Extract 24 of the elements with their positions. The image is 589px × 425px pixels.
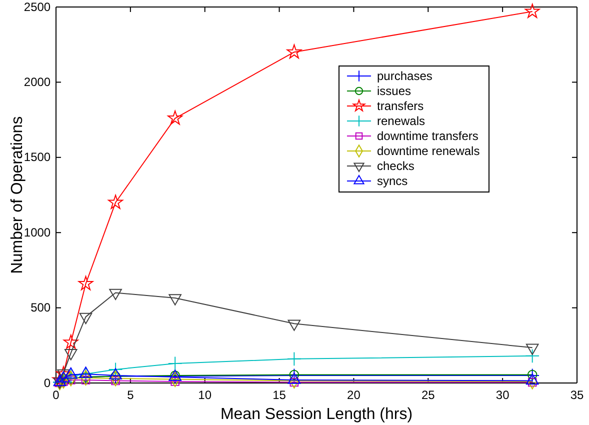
legend-label: transfers bbox=[377, 99, 424, 113]
legend-label: checks bbox=[377, 159, 414, 173]
legend-label: purchases bbox=[377, 69, 432, 83]
legend-label: issues bbox=[377, 84, 412, 98]
x-axis-title: Mean Session Length (hrs) bbox=[220, 406, 413, 423]
y-tick-label: 2500 bbox=[24, 0, 51, 14]
legend-label: downtime renewals bbox=[377, 144, 480, 158]
x-tick-label: 20 bbox=[347, 388, 361, 402]
x-tick-label: 25 bbox=[421, 388, 436, 402]
y-tick-label: 500 bbox=[30, 300, 51, 315]
x-tick-label: 5 bbox=[127, 388, 134, 402]
y-tick-label: 0 bbox=[44, 376, 51, 390]
legend-label: renewals bbox=[377, 114, 426, 128]
x-tick-label: 35 bbox=[570, 388, 584, 402]
x-tick-label: 0 bbox=[52, 388, 60, 402]
y-axis-title: Number of Operations bbox=[9, 116, 26, 274]
y-tick-label: 1500 bbox=[24, 150, 51, 164]
legend-label: downtime transfers bbox=[377, 129, 478, 143]
x-tick-label: 15 bbox=[272, 388, 286, 402]
x-tick-label: 30 bbox=[496, 388, 510, 402]
y-tick-label: 1000 bbox=[24, 225, 51, 240]
x-tick-label: 10 bbox=[198, 388, 212, 402]
legend-label: syncs bbox=[377, 174, 408, 188]
y-tick-label: 2000 bbox=[24, 75, 51, 90]
